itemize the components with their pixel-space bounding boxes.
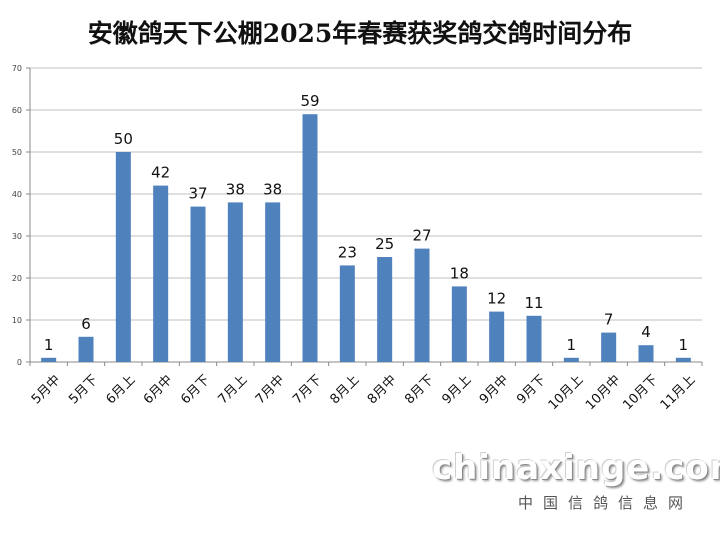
- bar: [115, 152, 131, 362]
- x-tick-label: 9月下: [514, 372, 549, 407]
- x-tick-label: 8月下: [402, 372, 437, 407]
- bar: [451, 286, 467, 362]
- x-tick-label: 11月上: [658, 372, 699, 413]
- x-tick-label: 9月上: [440, 372, 475, 407]
- y-tick-label: 0: [17, 358, 22, 367]
- watermark-site: chinaxinge.com: [432, 448, 720, 488]
- y-tick-label: 60: [12, 106, 22, 115]
- x-tick-label: 6月中: [141, 372, 176, 407]
- x-tick-label: 5月下: [66, 372, 101, 407]
- data-label: 1: [44, 336, 54, 354]
- data-label: 1: [567, 336, 577, 354]
- bars: [41, 114, 691, 362]
- data-label: 42: [151, 164, 170, 182]
- bar: [675, 357, 691, 362]
- y-tick-label: 30: [12, 232, 22, 241]
- data-label: 38: [226, 180, 245, 198]
- x-tick-label: 7月下: [290, 372, 325, 407]
- bar: [41, 357, 57, 362]
- x-tick-labels: 5月中 5月下 6月上 6月中 6月下 7月上 7月中 7月下 8月上 8月中 8月下 9月上 9月中 9…: [29, 372, 699, 413]
- data-label: 23: [338, 243, 357, 261]
- x-tick-label: 9月中: [477, 372, 512, 407]
- data-label: 25: [375, 235, 394, 253]
- x-tick-label: 10月上: [546, 372, 587, 413]
- watermark-name: 中国信鸽信息网: [518, 494, 694, 512]
- bar: [377, 257, 393, 362]
- y-tick-label: 10: [12, 316, 22, 325]
- bar: [339, 265, 355, 362]
- data-label: 7: [604, 311, 614, 329]
- data-label: 27: [412, 227, 431, 245]
- chart-title: 安徽鸽天下公棚2025年春赛获奖鸽交鸽时间分布: [87, 19, 633, 48]
- bar: [489, 311, 505, 362]
- bar: [153, 185, 169, 362]
- bar: [638, 345, 654, 362]
- bar: [78, 336, 94, 362]
- bar: [563, 357, 579, 362]
- axes: [26, 67, 703, 366]
- y-tick-label: 20: [12, 274, 22, 283]
- x-tick-label: 7月中: [253, 372, 288, 407]
- bar: [302, 114, 318, 362]
- data-label: 4: [641, 323, 651, 341]
- y-tick-label: 70: [12, 64, 22, 73]
- data-label: 11: [524, 294, 543, 312]
- x-tick-label: 8月中: [365, 372, 400, 407]
- data-label: 12: [487, 290, 506, 308]
- data-label: 1: [679, 336, 689, 354]
- x-tick-label: 6月下: [178, 372, 213, 407]
- bar: [526, 315, 542, 362]
- data-label: 37: [188, 185, 207, 203]
- x-tick-label: 10月下: [620, 372, 661, 413]
- bar: [190, 206, 206, 362]
- bar: [265, 202, 281, 362]
- data-label: 50: [114, 130, 133, 148]
- y-tick-label: 40: [12, 190, 22, 199]
- x-tick-label: 10月中: [583, 372, 624, 413]
- data-label: 38: [263, 180, 282, 198]
- x-tick-label: 8月上: [328, 372, 363, 407]
- y-tick-label: 50: [12, 148, 22, 157]
- gridlines: [30, 67, 702, 321]
- x-tick-label: 7月上: [216, 372, 251, 407]
- bar: [414, 248, 430, 362]
- bar: [601, 332, 617, 362]
- y-tick-labels: 0 10 20 30 40 50 60 70: [12, 64, 22, 367]
- x-tick-label: 6月上: [104, 372, 139, 407]
- bar: [227, 202, 243, 362]
- data-label: 59: [300, 92, 319, 110]
- data-label: 6: [81, 315, 91, 333]
- x-tick-label: 5月中: [29, 372, 64, 407]
- data-label: 18: [450, 264, 469, 282]
